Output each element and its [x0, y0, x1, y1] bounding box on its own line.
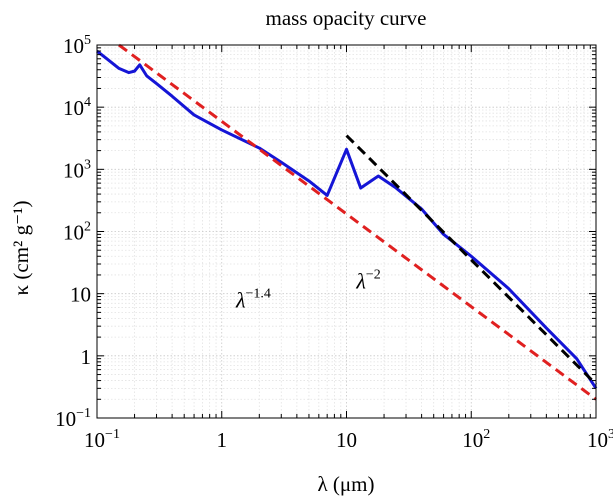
annotation-lambda-minus-2: λ−2: [355, 268, 380, 294]
chart-title: mass opacity curve: [266, 6, 427, 30]
x-tick-label: 103: [587, 427, 613, 452]
y-tick-label: 103: [63, 157, 91, 182]
x-tick-label: 102: [462, 427, 490, 452]
y-tick-label: 102: [63, 220, 91, 245]
y-tick-label: 104: [63, 95, 91, 120]
lambda-minus-1-4-line: [118, 43, 597, 401]
y-tick-label: 10−1: [55, 406, 91, 431]
y-tick-label: 10: [70, 283, 91, 307]
grid-layer: [96, 45, 596, 419]
y-tick-label: 1: [81, 345, 92, 369]
tick-layer: [96, 45, 596, 419]
x-tick-label: 1: [217, 428, 228, 452]
annotation-lambda-minus-1-4: λ−1.4: [235, 286, 271, 312]
x-axis-label: λ (μm): [317, 472, 374, 496]
opacity-curve-line: [96, 49, 598, 390]
y-axis-label: κ (cm² g⁻¹): [9, 201, 33, 296]
x-tick-label: 10−1: [84, 427, 120, 452]
x-tick-label: 10: [336, 428, 357, 452]
series-layer: [96, 43, 598, 401]
y-tick-label: 105: [63, 33, 91, 58]
label-layer: 10−1 1 10 102 103 10−1 1 10 102 103 104 105 λ−1.4 λ−2: [55, 33, 613, 452]
lambda-minus-2-line: [345, 134, 598, 386]
